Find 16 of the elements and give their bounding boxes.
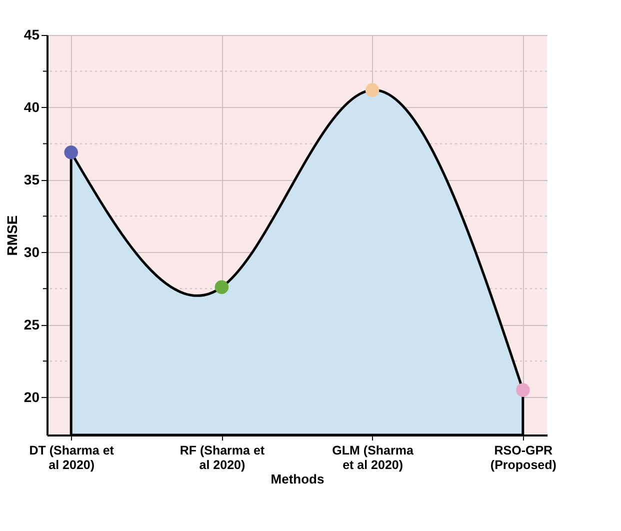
x-axis-title: Methods [270,472,324,486]
y-tick-label: 35 [24,171,40,188]
x-tick-label: GLM (Sharma et al 2020) [332,444,414,472]
y-axis-title: RMSE [4,215,20,256]
point [214,280,229,294]
y-tick-label: 45 [24,26,40,42]
y-tick-label: 40 [24,98,40,115]
y-tick-label: 30 [24,244,40,260]
x-tick-label: RSO-GPR (Proposed) [490,444,556,472]
x-tick-label: RF (Sharma et al 2020) [180,444,266,472]
point [64,146,78,160]
y-tick-label: 20 [24,388,40,405]
x-tick-label: DT (Sharma et al 2020) [29,444,115,472]
point [516,383,530,397]
y-tick-label: 25 [24,316,40,332]
point [365,83,380,97]
